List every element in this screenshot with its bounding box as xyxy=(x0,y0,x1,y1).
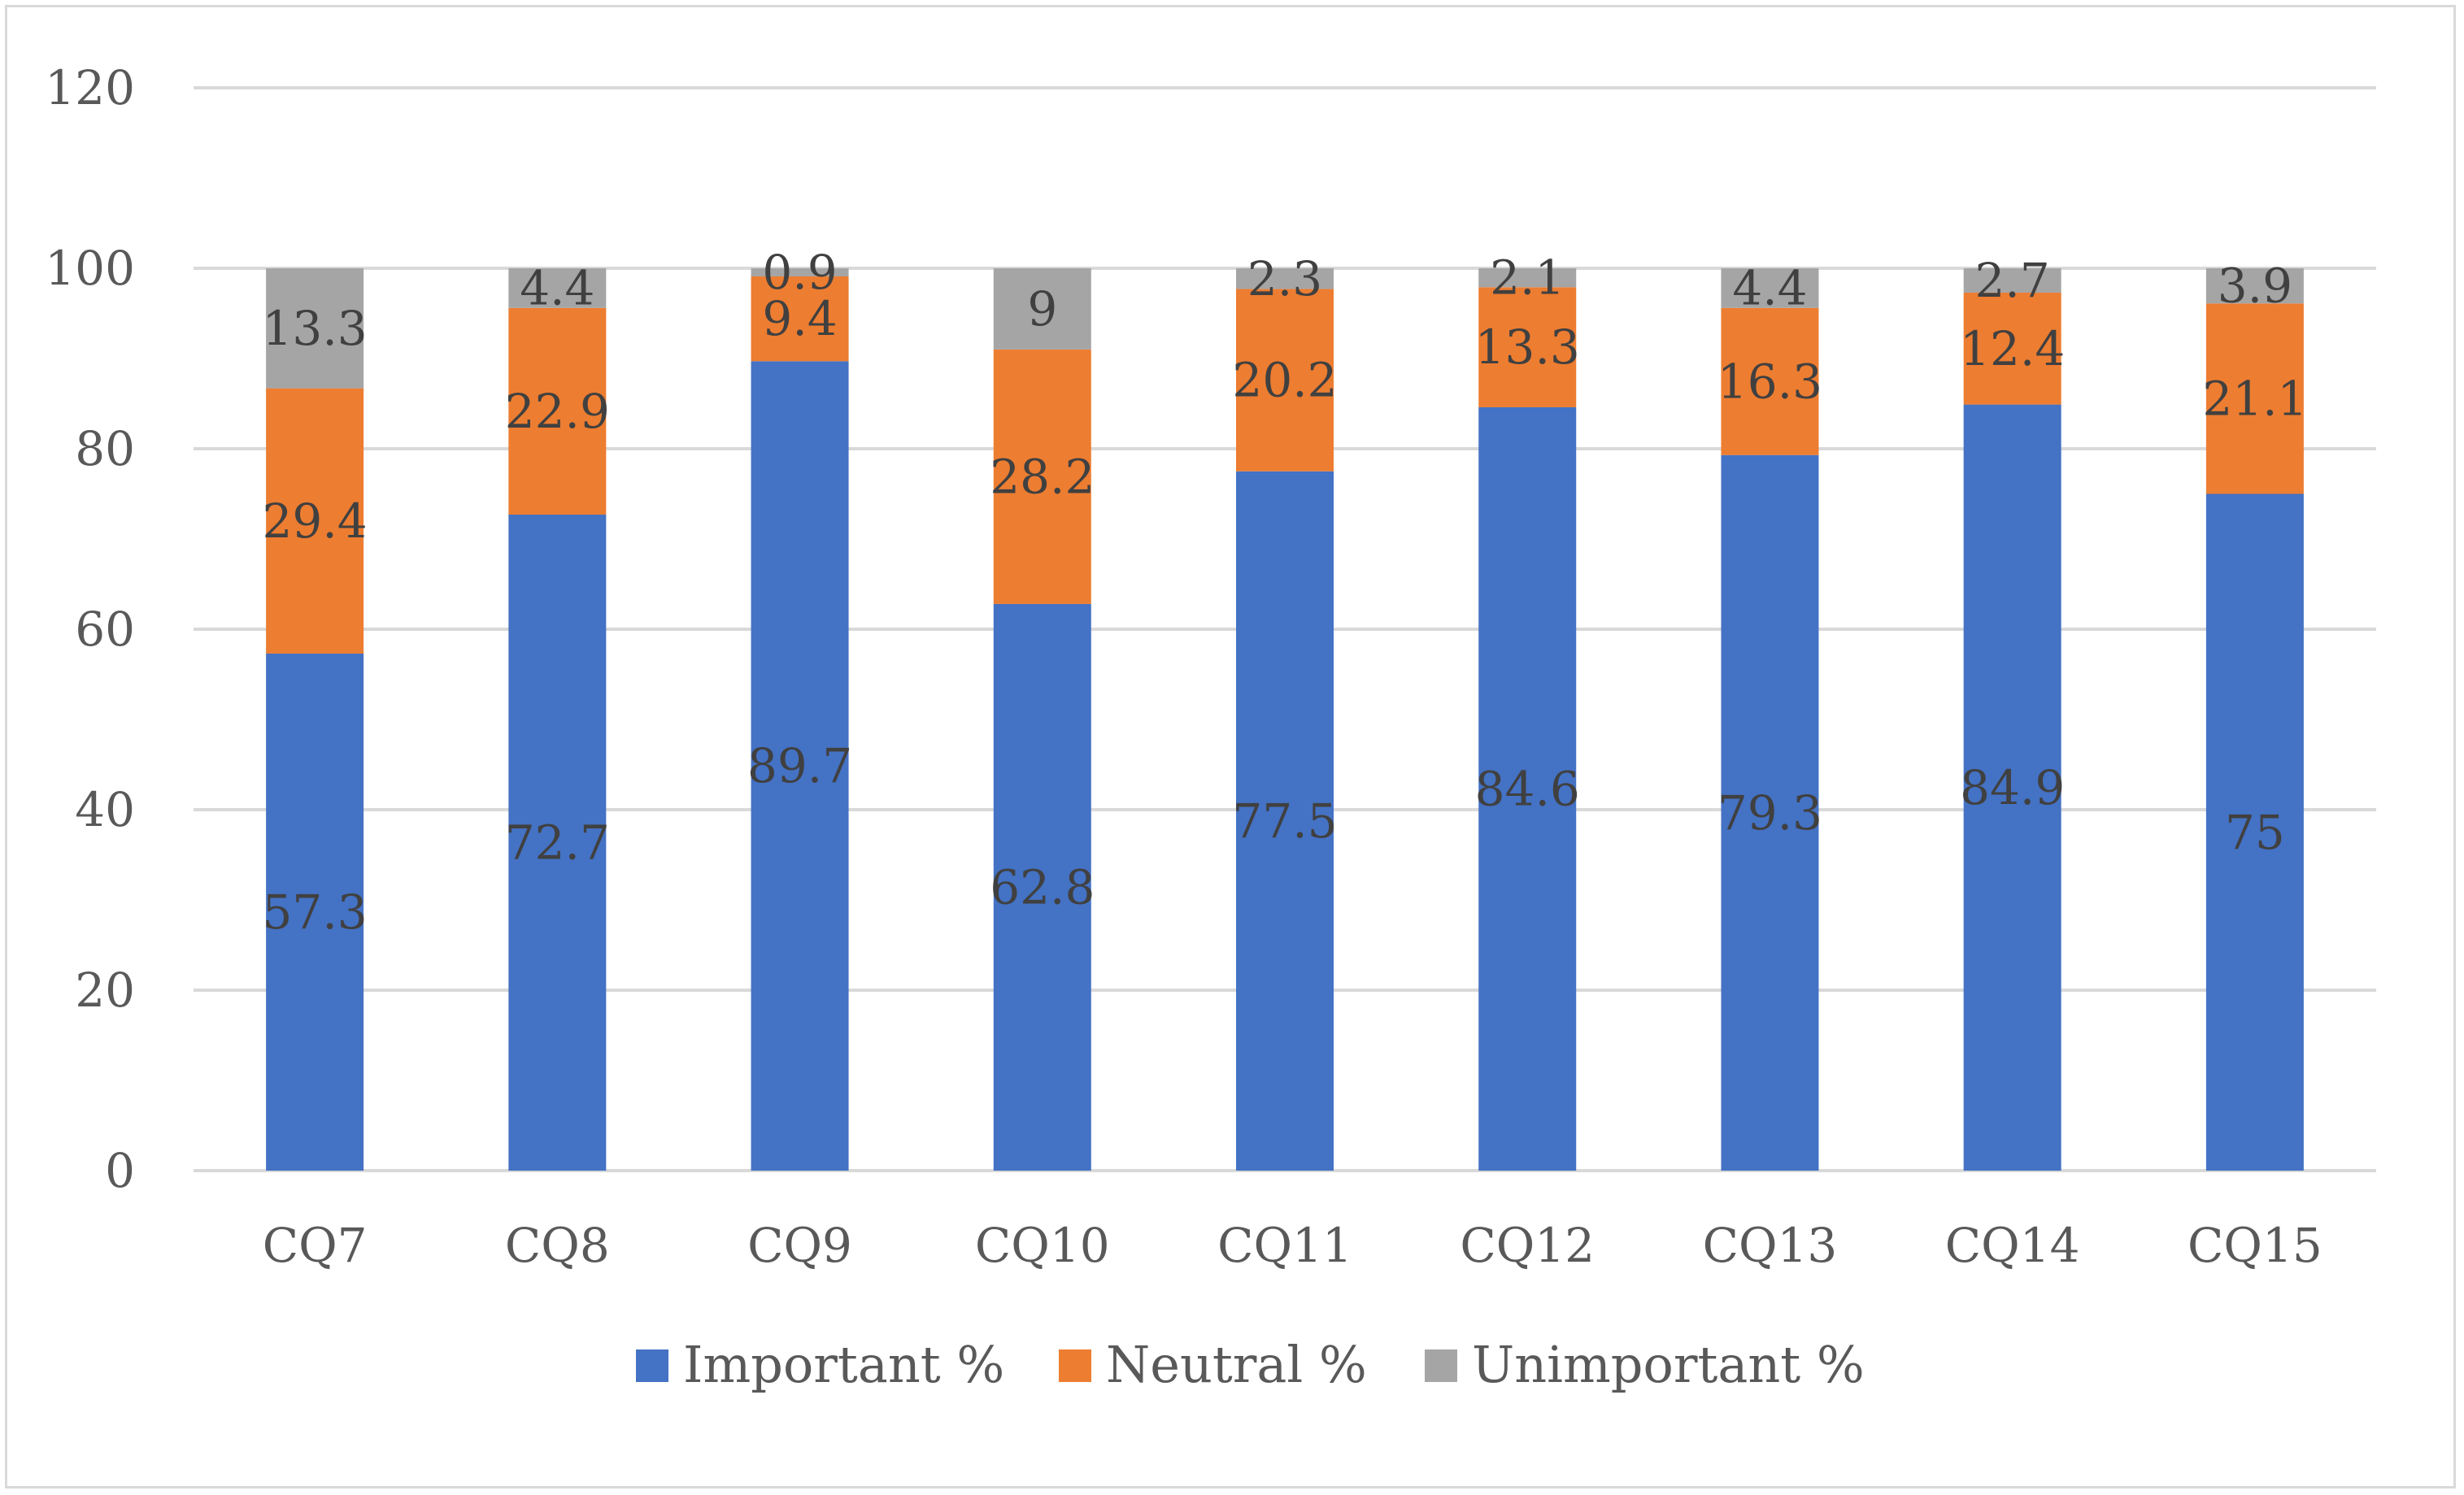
data-labels: 57.3 29.4 13.3 72.7 22.9 4.4 89.7 9.40.9 62.8 28.… xyxy=(263,245,2308,940)
data-label: 22.9 xyxy=(505,384,610,439)
data-label: 57.3 xyxy=(263,884,368,940)
y-tick-label: 20 xyxy=(75,963,135,1018)
bar-cq10-important xyxy=(993,603,1091,1171)
data-label: 20.2 xyxy=(1232,353,1337,408)
data-label: 77.5 xyxy=(1232,793,1337,849)
bar-cq8-unimportant xyxy=(508,268,607,308)
bar-cq11-unimportant xyxy=(1236,268,1334,289)
bar-cq12-unimportant xyxy=(1478,268,1577,288)
data-label: 2.1 xyxy=(1490,250,1565,306)
x-tick-label: CQ7 xyxy=(263,1218,368,1273)
x-tick-label: CQ14 xyxy=(1945,1218,2080,1273)
x-tick-label: CQ8 xyxy=(505,1218,610,1273)
data-label: 84.9 xyxy=(1960,760,2065,815)
bar-cq9-unimportant xyxy=(751,268,849,276)
data-label: 13.3 xyxy=(263,301,368,356)
data-label: 12.4 xyxy=(1960,321,2065,376)
bar-cq15-neutral xyxy=(2205,303,2304,494)
data-label: 75 xyxy=(2225,805,2285,860)
legend-swatch xyxy=(636,1349,668,1382)
legend-label: Unimportant % xyxy=(1472,1335,1865,1394)
bar-cq9-important xyxy=(751,361,849,1171)
data-label: 29.4 xyxy=(263,493,368,549)
data-label: 0.9 xyxy=(762,245,837,300)
bar-cq11-neutral xyxy=(1236,289,1334,472)
legend: Important % Neutral % Unimportant % xyxy=(636,1335,1865,1394)
y-tick-label: 100 xyxy=(45,241,135,296)
data-label: 21.1 xyxy=(2202,371,2307,426)
bars xyxy=(266,268,2304,1171)
bar-cq8-important xyxy=(508,515,607,1171)
bar-cq10-unimportant xyxy=(993,268,1091,350)
bar-cq15-unimportant xyxy=(2205,268,2304,304)
data-label: 89.7 xyxy=(747,738,852,793)
x-tick-label: CQ9 xyxy=(747,1218,852,1273)
x-axis-tick-labels: CQ7 CQ8 CQ9 CQ10 CQ11 CQ12 CQ13 CQ14 CQ15 xyxy=(263,1218,2323,1273)
data-label: 62.8 xyxy=(990,859,1095,915)
bar-cq7-unimportant xyxy=(266,268,364,389)
data-label: 2.7 xyxy=(1975,253,2050,308)
bar-cq7-important xyxy=(266,653,364,1171)
y-tick-label: 120 xyxy=(45,60,135,115)
y-tick-label: 60 xyxy=(75,602,135,657)
bar-cq7-neutral xyxy=(266,388,364,654)
data-label: 28.2 xyxy=(990,449,1095,504)
data-label: 84.6 xyxy=(1475,761,1580,816)
x-tick-label: CQ11 xyxy=(1217,1218,1352,1273)
data-label: 9.4 xyxy=(762,291,837,346)
bar-cq13-unimportant xyxy=(1721,268,1819,308)
data-label: 72.7 xyxy=(505,815,610,871)
bar-cq14-neutral xyxy=(1963,292,2061,405)
bar-cq13-neutral xyxy=(1721,307,1819,455)
bar-cq8-neutral xyxy=(508,307,607,515)
bar-cq14-unimportant xyxy=(1963,268,2061,293)
legend-swatch xyxy=(1059,1349,1091,1382)
bar-cq12-important xyxy=(1478,406,1577,1171)
y-tick-label: 0 xyxy=(105,1143,135,1198)
bar-cq14-important xyxy=(1963,404,2061,1171)
data-label: 2.3 xyxy=(1247,251,1322,306)
x-tick-label: CQ15 xyxy=(2188,1218,2323,1273)
data-label: 16.3 xyxy=(1717,354,1822,409)
bar-cq13-important xyxy=(1721,454,1819,1171)
data-label: 3.9 xyxy=(2218,259,2292,314)
x-tick-label: CQ12 xyxy=(1460,1218,1595,1273)
bar-cq9-neutral xyxy=(751,276,849,362)
legend-label: Important % xyxy=(683,1335,1004,1394)
x-tick-label: CQ10 xyxy=(975,1218,1110,1273)
x-tick-label: CQ13 xyxy=(1703,1218,1838,1273)
data-label: 9 xyxy=(1027,281,1057,337)
legend-label: Neutral % xyxy=(1106,1335,1367,1394)
y-tick-label: 80 xyxy=(75,421,135,476)
legend-swatch xyxy=(1425,1349,1457,1382)
bar-cq15-important xyxy=(2205,493,2304,1171)
data-label: 79.3 xyxy=(1717,785,1822,841)
data-label: 13.3 xyxy=(1475,319,1580,375)
bar-cq10-neutral xyxy=(993,349,1091,604)
y-axis-tick-labels: 0 20 40 60 80 100 120 xyxy=(45,60,135,1198)
bar-cq12-neutral xyxy=(1478,287,1577,407)
data-label: 4.4 xyxy=(1732,260,1807,315)
y-tick-label: 40 xyxy=(75,782,135,837)
data-label: 4.4 xyxy=(520,260,594,315)
bar-cq11-important xyxy=(1236,471,1334,1171)
